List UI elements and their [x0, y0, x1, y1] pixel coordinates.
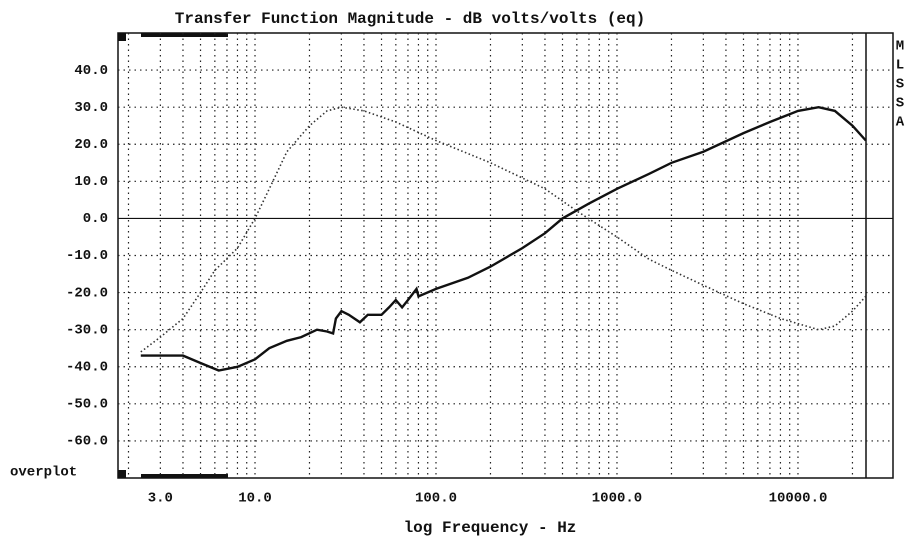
- side-label: L: [896, 58, 904, 74]
- x-tick-label: 100.0: [415, 491, 457, 507]
- mode-label: overplot: [10, 465, 77, 481]
- y-tick-label: -30.0: [66, 322, 108, 338]
- side-label: M: [896, 39, 904, 55]
- y-tick-label: -60.0: [66, 434, 108, 450]
- y-tick-label: -50.0: [66, 397, 108, 413]
- side-label: S: [896, 77, 904, 93]
- side-label: A: [896, 115, 905, 131]
- x-axis-label: log Frequency - Hz: [404, 519, 577, 537]
- x-tick-label: 10.0: [238, 491, 272, 507]
- x-tick-label: 1000.0: [592, 491, 642, 507]
- y-tick-label: 40.0: [74, 63, 108, 79]
- y-tick-label: -20.0: [66, 285, 108, 301]
- y-tick-label: -10.0: [66, 248, 108, 264]
- series-line: [140, 105, 867, 372]
- x-tick-label: 10000.0: [769, 491, 828, 507]
- y-tick-label: 10.0: [74, 174, 108, 190]
- x-tick-label: 3.0: [148, 491, 173, 507]
- corner-marker: [118, 470, 126, 478]
- corner-marker: [118, 33, 126, 41]
- y-tick-label: 0.0: [83, 211, 108, 227]
- cursor-bar: [141, 474, 228, 478]
- y-tick-label: 20.0: [74, 137, 108, 153]
- side-label: S: [896, 96, 904, 112]
- chart-title: Transfer Function Magnitude - dB volts/v…: [175, 10, 645, 28]
- cursor-bar: [141, 33, 228, 37]
- y-tick-label: -40.0: [66, 359, 108, 375]
- y-tick-label: 30.0: [74, 100, 108, 116]
